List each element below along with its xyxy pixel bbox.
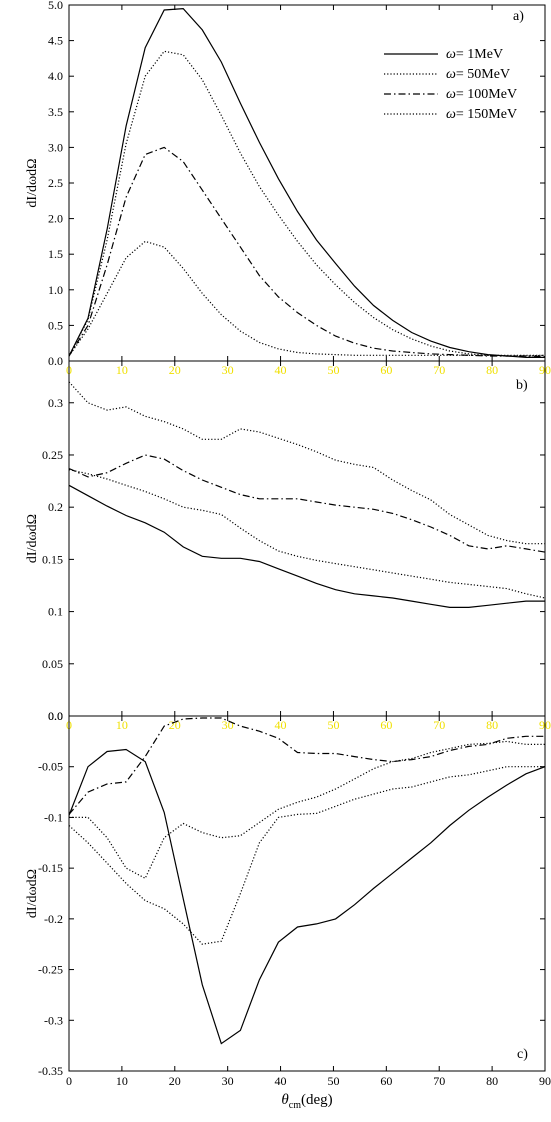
x-tick-label: 50	[327, 718, 339, 732]
y-axis-label: dI/dωdΩ	[25, 158, 40, 207]
legend-entry: ω= 50MeV	[446, 67, 510, 82]
x-tick-label: 30	[222, 363, 234, 377]
x-axis-unit: (deg)	[301, 1092, 333, 1108]
y-tick-label: -0.2	[44, 912, 63, 926]
x-tick-label: 40	[275, 718, 287, 732]
y-tick-label: 4.5	[48, 34, 63, 48]
y-tick-label: 3.5	[48, 105, 63, 119]
y-tick-label: 0.15	[42, 552, 63, 566]
y-tick-label: -0.3	[44, 1013, 63, 1027]
legend-symbol: ω	[446, 67, 456, 82]
x-tick-label: 10	[116, 1074, 128, 1088]
x-tick-label: 50	[327, 1074, 339, 1088]
panel-label: b)	[516, 378, 528, 393]
x-tick-label: 10	[116, 363, 128, 377]
legend-entry: ω= 1MeV	[446, 47, 503, 62]
x-tick-label: 80	[486, 363, 498, 377]
x-tick-label: 40	[275, 363, 287, 377]
y-tick-label: -0.25	[38, 963, 63, 977]
y-tick-label: -0.1	[44, 810, 63, 824]
series-line-3	[68, 146, 546, 358]
series-line-2	[68, 50, 546, 357]
x-axis-subscript: cm	[289, 1100, 301, 1111]
legend-symbol: ω	[446, 47, 456, 62]
y-tick-label: 0.25	[42, 448, 63, 462]
y-axis-label: dI/dωdΩ	[25, 869, 40, 918]
x-tick-label: 70	[433, 1074, 445, 1088]
x-tick-label: 80	[486, 718, 498, 732]
series-line-4	[68, 381, 545, 545]
x-tick-label: 30	[222, 1074, 234, 1088]
series-line-2	[68, 469, 546, 599]
y-tick-label: 0.0	[48, 354, 63, 368]
y-tick-label: 0.2	[48, 500, 63, 514]
y-tick-label: -0.05	[38, 760, 63, 774]
y-tick-label: 0.3	[48, 396, 63, 410]
y-tick-label: 0.0	[48, 709, 63, 723]
x-tick-label: 50	[327, 363, 339, 377]
x-tick-label: 20	[169, 363, 181, 377]
x-tick-label: 0	[66, 1074, 72, 1088]
y-tick-label: 0.05	[42, 657, 63, 671]
y-tick-label: 2.0	[48, 212, 63, 226]
y-axis-label: dI/dωdΩ	[25, 514, 40, 563]
series-line-1	[68, 7, 545, 358]
legend-label: = 100MeV	[456, 87, 517, 102]
series-line-3	[68, 454, 546, 553]
panel-1: 0.00.51.01.52.02.53.03.54.04.55.00 10 20 30…	[25, 0, 551, 377]
x-tick-label: 60	[380, 363, 392, 377]
panel-2: 0.00.050.10.150.20.250.30 10 20 30 40 50 60 70 8…	[25, 360, 551, 732]
x-tick-label: 40	[275, 1074, 287, 1088]
x-tick-label: 10	[116, 718, 128, 732]
series-line-4	[68, 766, 545, 945]
x-axis-label: θcm(deg)	[281, 1092, 332, 1111]
plot-frame	[68, 715, 546, 1072]
y-tick-label: -0.15	[38, 861, 63, 875]
legend-symbol: ω	[446, 107, 456, 122]
y-tick-label: 0.5	[48, 318, 63, 332]
series-line-3	[68, 717, 545, 815]
x-tick-label: 80	[486, 1074, 498, 1088]
x-tick-label: 60	[380, 1074, 392, 1088]
series-line-1	[68, 748, 546, 1045]
series-line-2	[69, 740, 545, 880]
y-tick-label: 2.5	[48, 176, 63, 190]
y-tick-label: 0.1	[48, 605, 63, 619]
y-tick-label: 0.0	[48, 709, 63, 723]
y-tick-label: 1.5	[48, 247, 63, 261]
y-tick-label: 3.0	[48, 140, 63, 154]
y-tick-label: 5.0	[48, 0, 63, 12]
x-tick-label: 70	[433, 718, 445, 732]
legend-label: = 1MeV	[456, 47, 503, 62]
x-tick-label: 70	[433, 363, 445, 377]
legend-label: = 50MeV	[456, 67, 510, 82]
series-line-4	[68, 240, 545, 357]
legend-symbol: ω	[446, 87, 456, 102]
panel-label: a)	[513, 9, 524, 24]
legend-entry: ω= 100MeV	[446, 87, 517, 102]
legend-entry: ω= 150MeV	[446, 107, 517, 122]
x-tick-label: 90	[539, 1074, 551, 1088]
panel-3: 0.0 -0.05 -0.1 -0.15 -0.2 -0.25 -0.3 -0.350 10 20…	[25, 709, 551, 1111]
x-tick-label: 20	[169, 1074, 181, 1088]
legend-label: = 150MeV	[456, 107, 517, 122]
x-axis-symbol: θ	[281, 1092, 289, 1108]
y-tick-label: -0.35	[38, 1064, 63, 1078]
series-line-1	[68, 484, 545, 608]
y-tick-label: 1.0	[48, 283, 63, 297]
y-tick-label: 4.0	[48, 69, 63, 83]
panel-label: c)	[517, 1047, 528, 1062]
x-tick-label: 60	[380, 718, 392, 732]
